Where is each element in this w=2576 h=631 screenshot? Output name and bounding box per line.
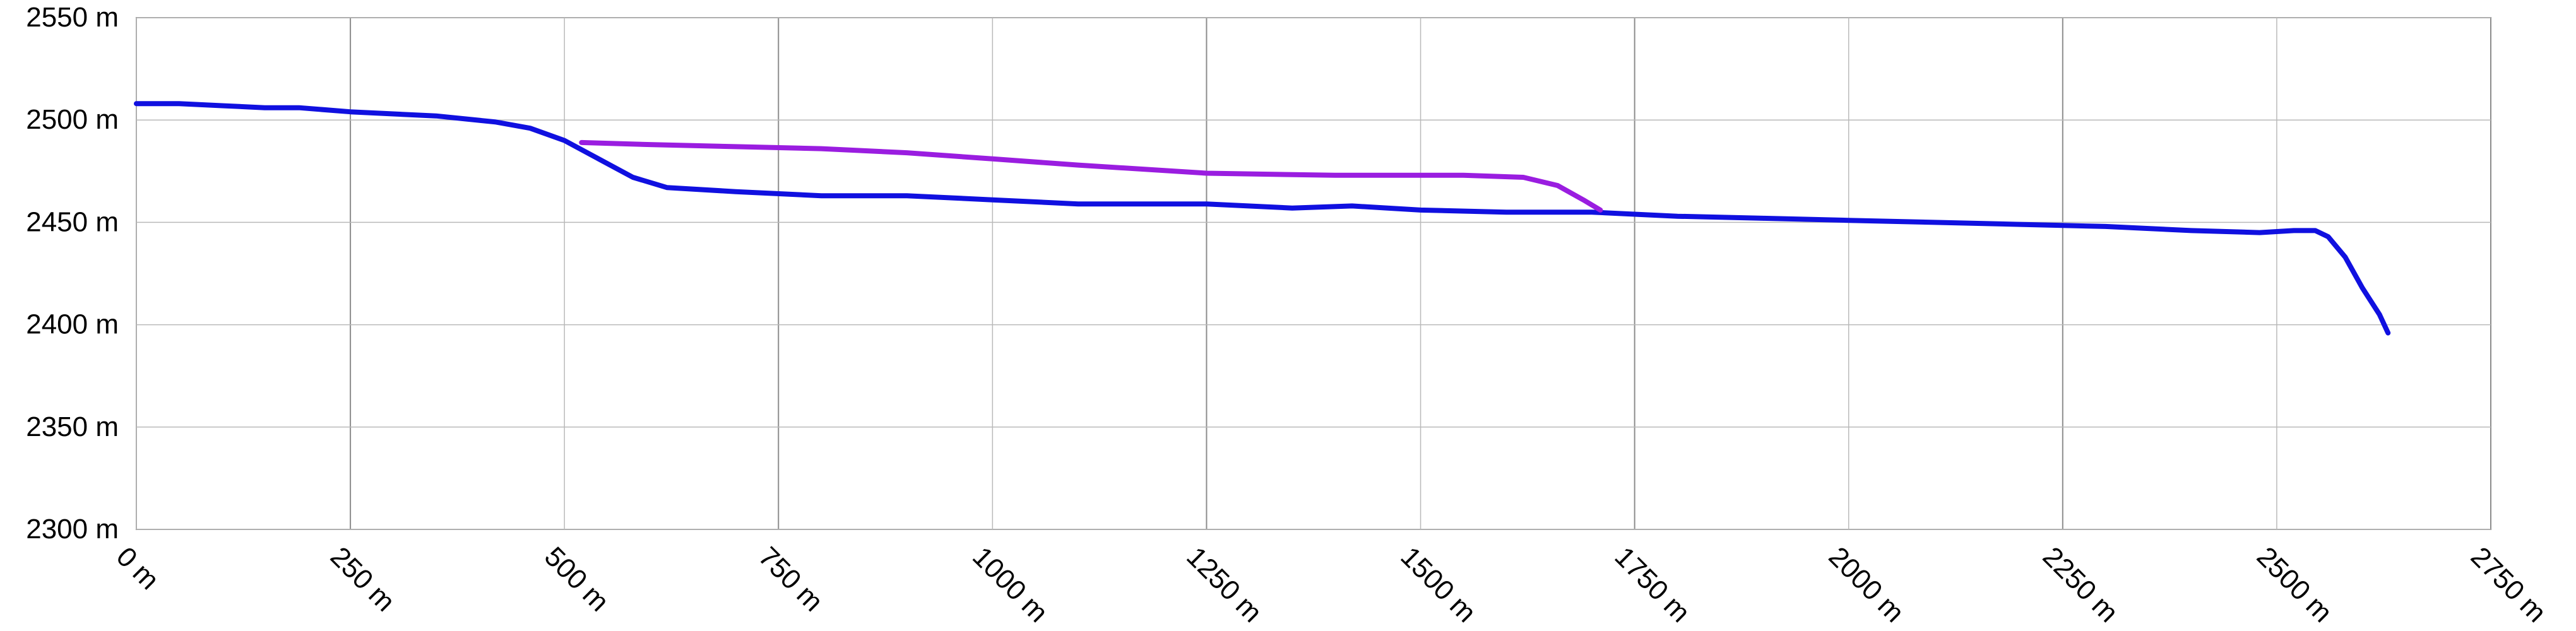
x-tick-label: 2500 m: [2251, 541, 2338, 628]
y-axis-ticks: 2300 m 2350 m 2400 m 2450 m 2500 m 2550 m: [26, 2, 119, 545]
x-tick-label: 750 m: [752, 541, 829, 617]
series-line-1: [134, 101, 2391, 336]
y-tick-label: 2550 m: [26, 2, 119, 33]
grid-lines: [136, 17, 2491, 530]
x-tick-label: 2750 m: [2465, 541, 2552, 628]
series-layer: [134, 101, 2391, 336]
x-tick-label: 1250 m: [1180, 541, 1267, 628]
x-axis-ticks: 0 m 250 m 500 m 750 m 1000 m 1250 m 1500 m 1750…: [110, 541, 2552, 628]
series-line-2: [579, 139, 1603, 213]
y-tick-label: 2450 m: [26, 206, 119, 237]
x-tick-label: 2000 m: [1823, 541, 1910, 628]
y-tick-label: 2350 m: [26, 411, 119, 442]
plot-area: [136, 17, 2491, 530]
x-tick-label: 1750 m: [1609, 541, 1696, 628]
x-tick-label: 250 m: [324, 541, 401, 617]
y-tick-label: 2500 m: [26, 104, 119, 135]
y-tick-label: 2300 m: [26, 514, 119, 545]
x-tick-label: 2250 m: [2037, 541, 2124, 628]
x-tick-label: 1000 m: [966, 541, 1054, 628]
y-tick-label: 2400 m: [26, 309, 119, 340]
x-tick-label: 0 m: [110, 541, 165, 596]
x-tick-label: 500 m: [538, 541, 615, 617]
x-tick-label: 1500 m: [1394, 541, 1481, 628]
